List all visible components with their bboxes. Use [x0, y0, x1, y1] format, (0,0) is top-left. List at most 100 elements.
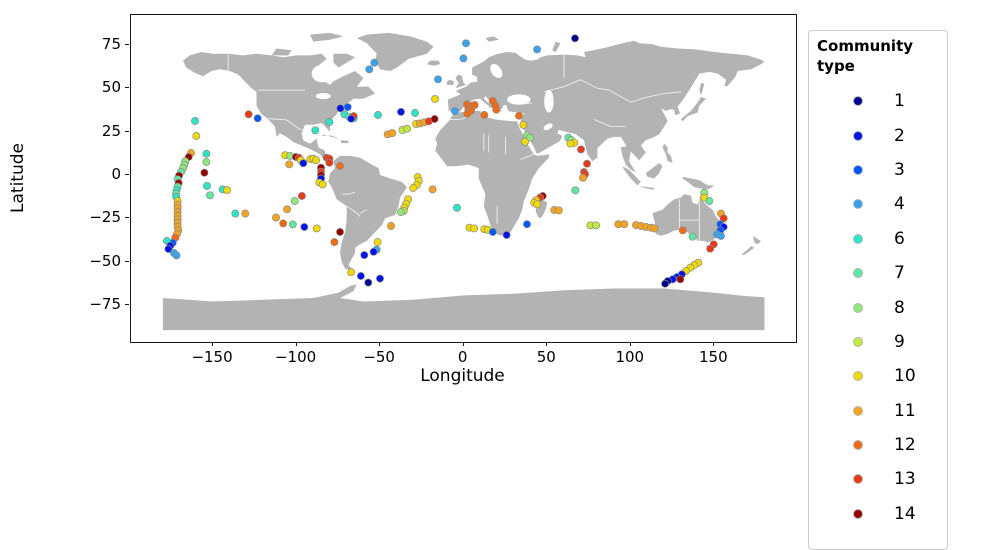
x-tick-label: −100 [274, 348, 317, 366]
station-point-type-6 [202, 149, 211, 158]
station-point-type-10 [470, 224, 479, 233]
legend-item-label: 4 [894, 194, 905, 215]
y-tick-label: −75 [89, 294, 121, 313]
station-point-type-11 [620, 220, 629, 229]
station-point-type-10 [409, 184, 418, 192]
landmass [447, 79, 454, 85]
landmass [552, 41, 561, 52]
x-axis-label: Longitude [420, 366, 505, 386]
country-border [341, 191, 356, 195]
legend-item-14: 14 [817, 497, 939, 531]
station-point-type-4 [172, 251, 181, 260]
station-point-type-4 [462, 39, 470, 48]
station-point-type-2 [360, 251, 369, 260]
country-border [359, 209, 367, 214]
station-point-type-9 [592, 221, 600, 230]
x-tick-label: −50 [363, 348, 395, 366]
y-tick-mark [125, 174, 129, 175]
inland-sea [315, 93, 331, 100]
y-tick-mark [125, 130, 129, 132]
legend-swatch-icon [854, 303, 862, 312]
station-point-type-11 [428, 185, 437, 194]
legend-swatch-icon [854, 337, 862, 346]
legend-swatch-icon [854, 475, 862, 484]
y-tick-label: 25 [101, 121, 121, 140]
station-point-type-10 [347, 268, 356, 277]
station-point-type-10 [192, 132, 201, 140]
station-point-type-3 [253, 114, 262, 123]
station-point-type-14 [336, 228, 344, 236]
legend-item-9: 9 [817, 325, 939, 359]
legend-swatch-icon [854, 406, 862, 415]
station-point-type-4 [533, 45, 542, 54]
legend-item-label: 3 [894, 159, 905, 180]
y-axis-label: Latitude [8, 143, 28, 213]
legend-item-3: 3 [817, 153, 939, 187]
station-point-type-1 [661, 279, 670, 288]
station-point-type-10 [312, 156, 320, 165]
station-point-type-11 [388, 129, 397, 138]
legend-item-label: 13 [894, 469, 916, 490]
station-point-type-2 [300, 223, 309, 231]
station-point-type-11 [241, 209, 250, 218]
inland-sea [507, 94, 531, 105]
landmass [333, 53, 356, 68]
station-point-type-6 [411, 109, 420, 117]
y-tick-label: −50 [89, 251, 121, 270]
legend-item-7: 7 [817, 256, 939, 290]
country-border [515, 102, 533, 105]
legend-item-8: 8 [817, 290, 939, 324]
station-point-type-2 [299, 159, 308, 168]
y-tick-label: −25 [89, 208, 121, 227]
station-point-type-13 [244, 110, 253, 119]
legend-swatch-icon [854, 441, 862, 450]
station-point-type-2 [347, 114, 356, 123]
landmass [162, 284, 765, 331]
station-point-type-11 [650, 224, 659, 233]
legend-item-13: 13 [817, 462, 939, 496]
x-tick-mark [379, 342, 381, 346]
station-point-type-6 [374, 111, 382, 119]
legend-item-label: 9 [894, 331, 905, 352]
landmass [321, 134, 340, 140]
station-point-type-7 [206, 191, 214, 200]
station-point-type-6 [325, 118, 334, 126]
landmass [622, 166, 641, 186]
station-point-type-2 [336, 104, 345, 113]
y-tick-label: 0 [111, 165, 121, 183]
station-point-type-10 [533, 200, 542, 209]
landmass [741, 246, 755, 255]
legend: Community type 1 2 3 4 6 7 8 9 10 11 12 13 14 [808, 30, 948, 550]
x-tick-mark [629, 342, 631, 346]
station-point-type-4 [365, 65, 374, 74]
station-point-type-6 [203, 181, 211, 190]
station-point-type-13 [297, 192, 306, 200]
x-tick-label: −150 [191, 348, 233, 366]
station-point-type-6 [231, 209, 240, 218]
y-tick-mark [125, 217, 129, 219]
legend-swatch-icon [854, 234, 862, 243]
station-point-type-7 [688, 232, 697, 241]
y-tick-mark [125, 44, 129, 46]
inland-sea [543, 123, 553, 131]
station-point-type-10 [519, 120, 528, 129]
y-tick-label: 75 [101, 35, 121, 54]
landmass [356, 32, 434, 71]
inland-sea [490, 63, 503, 79]
legend-item-label: 2 [894, 125, 905, 146]
station-point-type-12 [330, 238, 339, 247]
station-point-type-10 [521, 137, 529, 146]
station-point-type-13 [577, 145, 585, 154]
station-point-type-11 [272, 213, 280, 222]
station-point-type-1 [364, 278, 373, 287]
station-point-type-12 [279, 219, 288, 228]
country-border [268, 118, 302, 131]
x-tick-label: 150 [699, 348, 728, 366]
landmass [645, 162, 663, 179]
landmass [662, 143, 673, 163]
landmass [652, 194, 720, 243]
station-point-type-10 [223, 186, 232, 195]
station-point-type-2 [397, 107, 405, 116]
legend-items: 1 2 3 4 6 7 8 9 10 11 12 13 14 [817, 84, 939, 531]
station-point-type-7 [288, 220, 297, 229]
